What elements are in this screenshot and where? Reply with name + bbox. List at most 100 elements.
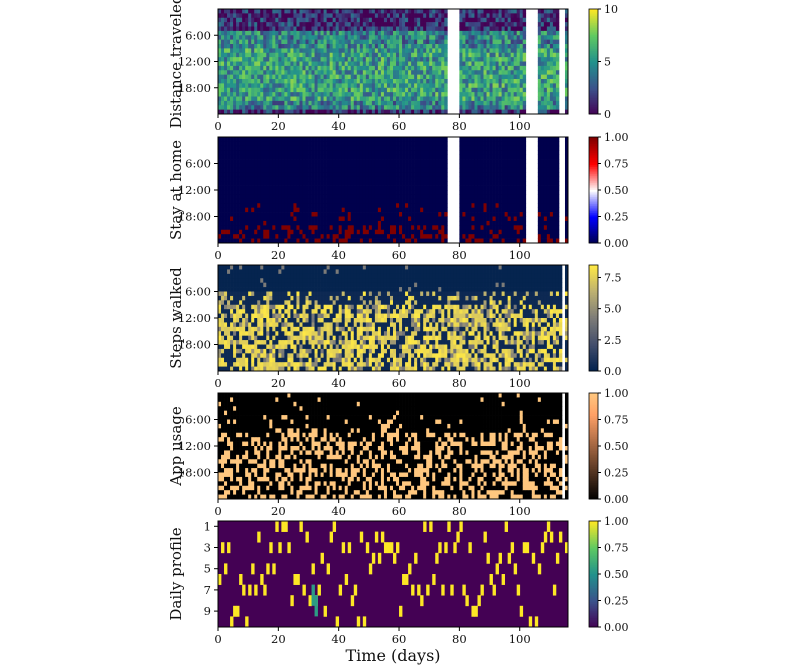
heatmap-cell: [326, 216, 330, 222]
heatmap-cell: [405, 96, 409, 102]
heatmap-cell: [429, 48, 433, 54]
heatmap-cell: [338, 163, 343, 169]
heatmap-cell: [332, 9, 337, 14]
heatmap-cell: [305, 30, 309, 36]
heatmap-cell: [341, 181, 346, 186]
heatmap-cell: [218, 207, 222, 213]
heatmap-cell: [495, 105, 499, 110]
heatmap-cell: [227, 13, 231, 19]
heatmap-cell: [383, 150, 388, 156]
heatmap-cell: [359, 65, 364, 71]
heatmap-cell: [435, 220, 439, 226]
heatmap-cell: [278, 154, 282, 160]
heatmap-cell: [302, 65, 306, 71]
heatmap-cell: [408, 203, 412, 209]
heatmap-cell: [221, 35, 225, 40]
heatmap-cell: [353, 100, 358, 106]
heatmap-cell: [537, 13, 542, 19]
heatmap-cell: [429, 141, 433, 147]
heatmap-cell: [323, 141, 327, 147]
heatmap-cell: [248, 150, 252, 156]
heatmap-cell: [269, 159, 273, 164]
heatmap-cell: [344, 100, 349, 106]
heatmap-cell: [251, 74, 255, 80]
heatmap-cell: [492, 176, 496, 182]
heatmap-cell: [426, 229, 430, 235]
heatmap-cell: [489, 190, 493, 195]
heatmap-cell: [386, 83, 391, 89]
heatmap-cell: [432, 87, 436, 93]
heatmap-cell: [236, 74, 240, 80]
heatmap-cell: [414, 65, 418, 71]
heatmap-cell: [239, 30, 243, 36]
heatmap-cell: [510, 225, 515, 231]
heatmap-cell: [341, 39, 346, 45]
heatmap-cell: [239, 92, 243, 97]
heatmap-cell: [344, 30, 349, 36]
heatmap-cell: [239, 190, 243, 195]
heatmap-cell: [429, 154, 433, 160]
heatmap-cell: [299, 17, 303, 23]
heatmap-cell: [293, 190, 297, 195]
heatmap-cell: [353, 96, 358, 102]
heatmap-cell: [332, 13, 337, 19]
heatmap-cell: [227, 39, 231, 45]
heatmap-cell: [459, 159, 463, 164]
heatmap-cell: [365, 57, 370, 62]
heatmap-cell: [438, 30, 442, 36]
heatmap-cell: [362, 74, 367, 80]
heatmap-cell: [471, 96, 475, 102]
heatmap-cell: [296, 61, 300, 67]
heatmap-cell: [266, 57, 270, 62]
heatmap-cell: [489, 212, 493, 217]
heatmap-cell: [380, 26, 385, 32]
heatmap-cell: [257, 65, 261, 71]
heatmap-cell: [486, 22, 490, 27]
heatmap-cell: [338, 229, 343, 235]
heatmap-cell: [504, 52, 509, 58]
heatmap-cell: [272, 22, 276, 27]
heatmap-cell: [335, 194, 340, 200]
heatmap-cell: [272, 52, 276, 58]
heatmap-cell: [483, 92, 487, 97]
heatmap-cell: [344, 229, 349, 235]
heatmap-cell: [471, 137, 475, 142]
heatmap-cell: [386, 229, 391, 235]
heatmap-cell: [459, 220, 463, 226]
heatmap-cell: [269, 74, 273, 80]
heatmap-cell: [389, 238, 394, 244]
heatmap-cell: [365, 163, 370, 169]
heatmap-cell: [510, 150, 515, 156]
heatmap-cell: [224, 207, 228, 213]
heatmap-cell: [498, 57, 502, 62]
heatmap-cell: [444, 212, 448, 217]
heatmap-cell: [311, 198, 315, 204]
heatmap-cell: [435, 225, 439, 231]
heatmap-cell: [564, 57, 569, 62]
heatmap-cell: [435, 234, 439, 239]
heatmap-cell: [233, 17, 237, 23]
heatmap-cell: [233, 44, 237, 49]
heatmap-cell: [432, 100, 436, 106]
heatmap-cell: [368, 145, 373, 151]
heatmap-cell: [423, 172, 427, 178]
heatmap-cell: [302, 190, 306, 195]
heatmap-cell: [552, 100, 557, 106]
heatmap-cell: [483, 167, 487, 173]
heatmap-cell: [254, 17, 258, 23]
heatmap-cell: [438, 176, 442, 182]
heatmap-cell: [347, 185, 352, 191]
heatmap-cell: [335, 65, 340, 71]
heatmap-cell: [501, 172, 505, 178]
heatmap-cell: [377, 13, 382, 19]
heatmap-cell: [459, 87, 463, 93]
heatmap-cell: [471, 159, 475, 164]
heatmap-cell: [227, 48, 231, 54]
heatmap-cell: [371, 150, 376, 156]
heatmap-cell: [555, 79, 560, 84]
heatmap-cell: [311, 159, 315, 164]
heatmap-cell: [299, 154, 303, 160]
heatmap-cell: [438, 216, 442, 222]
heatmap-cell: [417, 220, 421, 226]
